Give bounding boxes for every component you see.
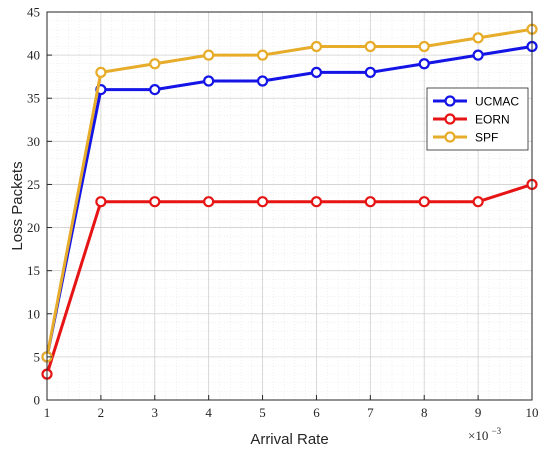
legend: UCMAC EORN SPF <box>426 87 529 151</box>
legend-label: SPF <box>475 131 498 145</box>
data-point <box>310 66 323 78</box>
x-tick-label: 6 <box>313 405 320 420</box>
x-tick-label: 5 <box>259 405 266 420</box>
series-line <box>45 27 533 358</box>
legend-item: EORN <box>433 113 510 127</box>
legend-item: UCMAC <box>433 95 519 109</box>
legend-item: SPF <box>433 131 498 145</box>
data-point <box>418 58 430 70</box>
data-point <box>95 66 107 78</box>
data-point <box>364 66 376 78</box>
y-tick-label: 25 <box>27 177 40 192</box>
x-tick-label: 7 <box>367 405 374 420</box>
y-tick-label: 30 <box>27 134 40 149</box>
y-tick-label: 0 <box>34 393 41 408</box>
plot-frame <box>46 11 533 401</box>
data-point <box>310 196 323 208</box>
x-axis-multiplier-exponent: −3 <box>492 426 502 436</box>
data-point <box>203 49 215 61</box>
data-point <box>364 196 376 208</box>
x-tick-label: 8 <box>421 405 428 420</box>
y-tick-label: 35 <box>27 91 40 106</box>
data-point <box>418 196 430 208</box>
x-tick-label: 2 <box>98 405 105 420</box>
legend-swatch-marker <box>444 95 456 107</box>
y-tick-label: 45 <box>27 5 40 20</box>
data-point <box>95 196 107 208</box>
x-tick-label: 10 <box>526 405 539 420</box>
y-tick-label: 40 <box>27 48 40 63</box>
y-tick-label: 20 <box>27 220 40 235</box>
x-tick-label: 4 <box>205 405 212 420</box>
data-point <box>256 49 269 61</box>
y-axis-label: Loss Packets <box>9 161 26 250</box>
legend-label: UCMAC <box>475 95 519 109</box>
legend-label: EORN <box>475 113 510 127</box>
data-point <box>418 40 430 53</box>
legend-swatch-marker <box>444 113 456 125</box>
data-point <box>472 196 484 208</box>
x-axis-label: Arrival Rate <box>250 431 328 448</box>
series-eorn <box>41 178 538 380</box>
x-axis-multiplier: ×10 −3 <box>468 426 502 443</box>
data-point <box>256 196 269 208</box>
y-tick-label: 10 <box>27 306 40 321</box>
legend-swatch-marker <box>444 131 456 143</box>
data-point <box>149 58 161 70</box>
data-point <box>203 196 215 208</box>
y-tick-label: 15 <box>27 263 40 278</box>
data-point <box>203 75 215 87</box>
data-point <box>472 49 484 61</box>
series-line <box>45 183 533 375</box>
series-group <box>41 23 538 380</box>
series-spf <box>41 23 538 363</box>
data-point <box>256 75 269 87</box>
data-point <box>149 83 161 96</box>
data-point <box>149 196 161 208</box>
data-point <box>364 40 376 53</box>
x-axis-multiplier-base: ×10 <box>468 428 488 443</box>
x-tick-label: 9 <box>475 405 482 420</box>
x-tick-label: 1 <box>44 405 51 420</box>
y-tick-label: 5 <box>34 349 41 364</box>
data-point <box>472 32 484 44</box>
series-line <box>45 45 533 358</box>
x-tick-label: 3 <box>152 405 159 420</box>
data-point <box>310 40 323 53</box>
